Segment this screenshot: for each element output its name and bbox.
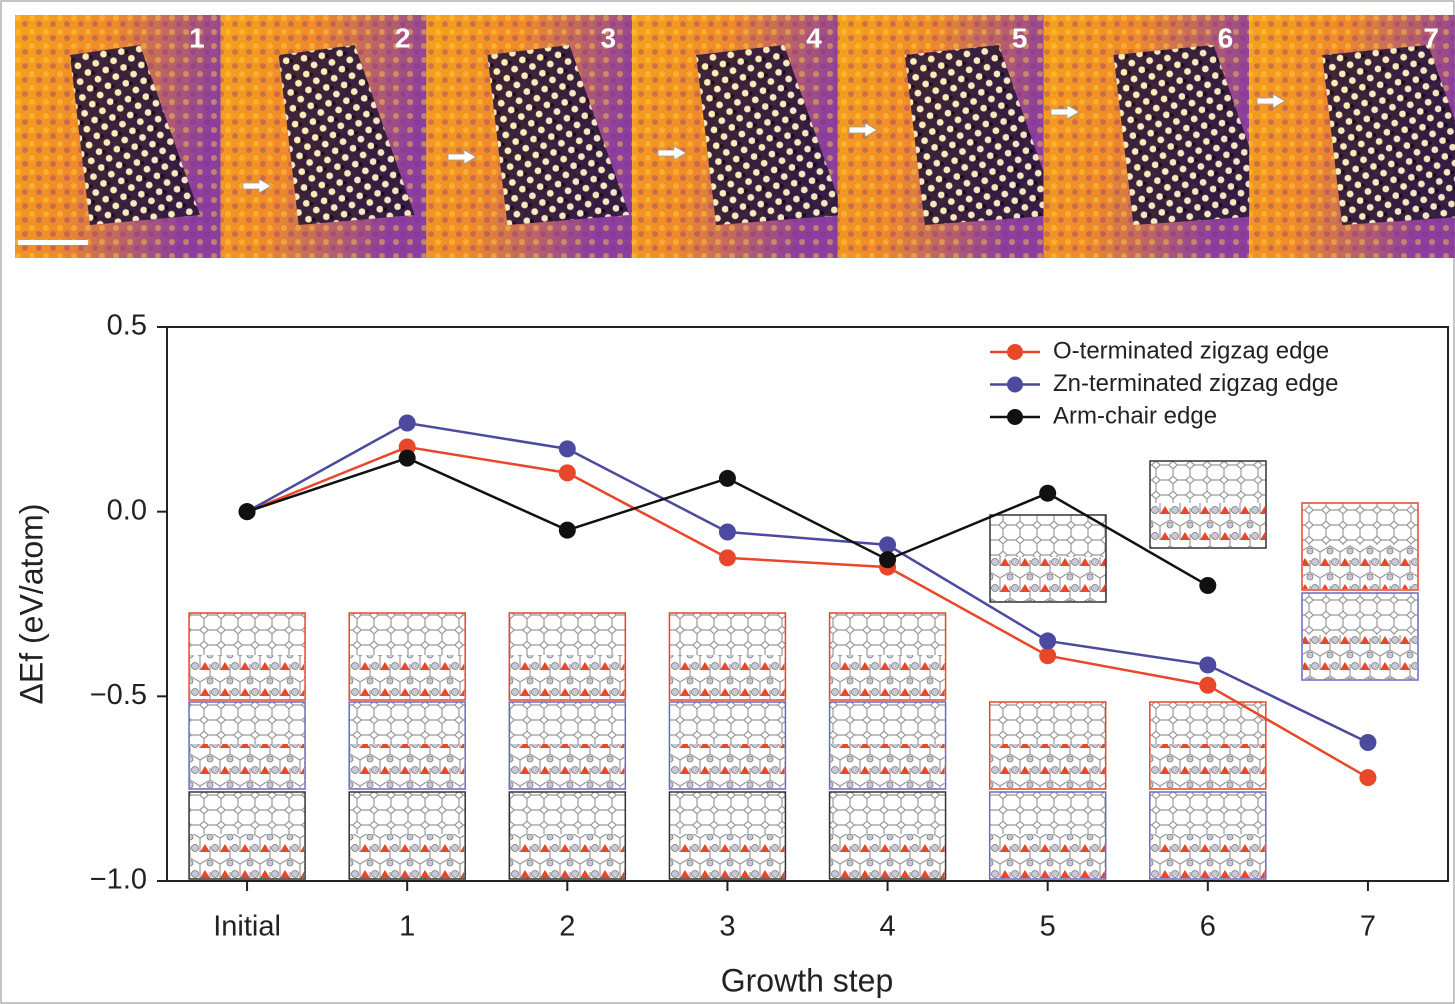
data-point	[239, 503, 256, 520]
legend-marker	[1007, 344, 1023, 360]
x-axis-label: Growth step	[721, 962, 894, 998]
image-strip: 1 2 3 4 5 6 7	[15, 15, 1455, 258]
legend-label: O-terminated zigzag edge	[1053, 337, 1329, 364]
legend-marker	[1007, 377, 1023, 393]
data-point	[879, 551, 896, 568]
data-point	[399, 415, 416, 432]
figure: 1 2 3 4 5 6 7 Growth step ΔEf (eV/atom) −1.0 −0…	[0, 0, 1455, 1004]
data-point	[1039, 647, 1056, 664]
y-tick-label: 0.5	[107, 310, 147, 342]
legend-label: Zn-terminated zigzag edge	[1053, 370, 1339, 397]
x-tick-label: 4	[879, 911, 895, 943]
data-point	[719, 470, 736, 487]
structure-insets	[189, 461, 1418, 879]
data-point	[1199, 677, 1216, 694]
crystal	[1322, 45, 1455, 225]
y-axis-label: ΔEf (eV/atom)	[13, 504, 49, 705]
x-tick-label: 7	[1360, 911, 1376, 943]
data-point	[1359, 769, 1376, 786]
panel-label: 6	[1218, 22, 1234, 53]
x-tick-label: 5	[1040, 911, 1056, 943]
panel-label: 7	[1423, 22, 1439, 53]
panel-label: 3	[601, 22, 617, 53]
data-point	[1039, 485, 1056, 502]
data-point	[1199, 656, 1216, 673]
data-point	[559, 464, 576, 481]
y-tick-label: −0.5	[90, 679, 147, 711]
x-tick-label: 2	[559, 911, 575, 943]
y-tick-label: −1.0	[90, 864, 147, 896]
data-point	[1199, 577, 1216, 594]
panel-label: 5	[1012, 22, 1028, 53]
x-tick-label: Initial	[213, 911, 281, 943]
panel-label: 1	[189, 22, 205, 53]
data-point	[1039, 632, 1056, 649]
data-point	[399, 450, 416, 467]
data-point	[559, 522, 576, 539]
data-point	[719, 523, 736, 540]
x-tick-label: 3	[719, 911, 735, 943]
data-point	[1359, 734, 1376, 751]
data-point	[719, 549, 736, 566]
data-point	[559, 440, 576, 457]
panel-label: 4	[806, 22, 822, 53]
data-point	[879, 536, 896, 553]
panel-label: 2	[395, 22, 411, 53]
legend-marker	[1007, 409, 1023, 425]
y-tick-label: 0.0	[107, 494, 147, 526]
x-tick-label: 1	[399, 911, 415, 943]
legend-label: Arm-chair edge	[1053, 402, 1217, 429]
scale-bar	[18, 240, 88, 245]
x-tick-label: 6	[1200, 911, 1216, 943]
